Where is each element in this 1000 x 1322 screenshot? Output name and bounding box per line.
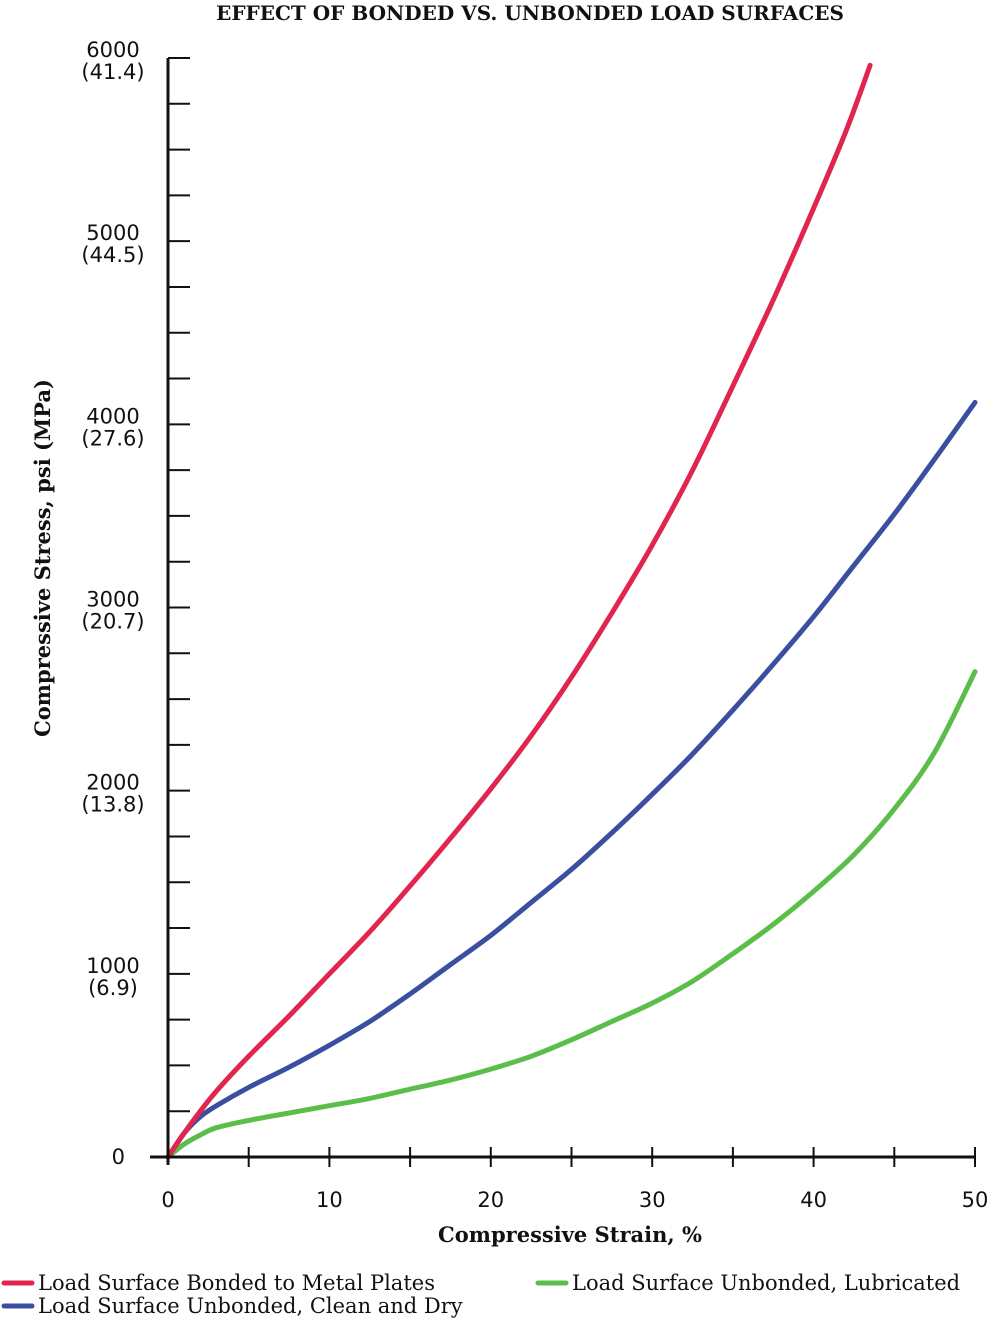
- chart-title: EFFECT OF BONDED VS. UNBONDED LOAD SURFA…: [216, 1, 844, 25]
- x-axis-label: Compressive Strain, %: [438, 1222, 702, 1247]
- legend-label-2: Load Surface Unbonded, Clean and Dry: [38, 1294, 463, 1318]
- y-tick-sublabel: (27.6): [81, 426, 144, 450]
- y-tick-label: 5000: [86, 221, 139, 245]
- y-tick-label: 6000: [86, 38, 139, 62]
- x-tick-label: 0: [161, 1188, 174, 1212]
- x-axis-ticks: 0 10 20 30 40 50: [161, 1147, 988, 1212]
- y-tick-sublabel: (20.7): [81, 610, 144, 634]
- y-tick-sublabel: (44.5): [81, 243, 144, 267]
- y-tick-label: 2000: [86, 771, 139, 795]
- y-tick-label: 4000: [86, 404, 139, 428]
- legend-label-3: Load Surface Unbonded, Lubricated: [572, 1271, 960, 1295]
- series-line-1: [165, 62, 873, 1160]
- x-tick-label: 30: [639, 1188, 666, 1212]
- x-tick-label: 10: [316, 1188, 343, 1212]
- legend-label-1: Load Surface Bonded to Metal Plates: [38, 1271, 435, 1295]
- y-tick-sublabel: (6.9): [88, 976, 138, 1000]
- y-axis-ticks: 0 1000(6.9) 2000(13.8) 3000(20.7) 4000(27.6)…: [81, 38, 190, 1169]
- y-tick-label: 0: [112, 1145, 125, 1169]
- y-tick-label: 1000: [86, 954, 139, 978]
- axes: [150, 58, 975, 1165]
- y-axis-label: Compressive Stress, psi (MPa): [30, 379, 55, 737]
- series-line-2: [165, 399, 978, 1160]
- x-tick-label: 20: [477, 1188, 504, 1212]
- x-tick-label: 50: [962, 1188, 989, 1212]
- series-lines: [165, 62, 978, 1160]
- legend: Load Surface Bonded to Metal PlatesLoad …: [1, 1271, 960, 1318]
- y-tick-sublabel: (13.8): [81, 793, 144, 817]
- y-tick-sublabel: (41.4): [81, 60, 144, 84]
- x-tick-label: 40: [800, 1188, 827, 1212]
- y-tick-label: 3000: [86, 588, 139, 612]
- series-line-3: [165, 669, 978, 1160]
